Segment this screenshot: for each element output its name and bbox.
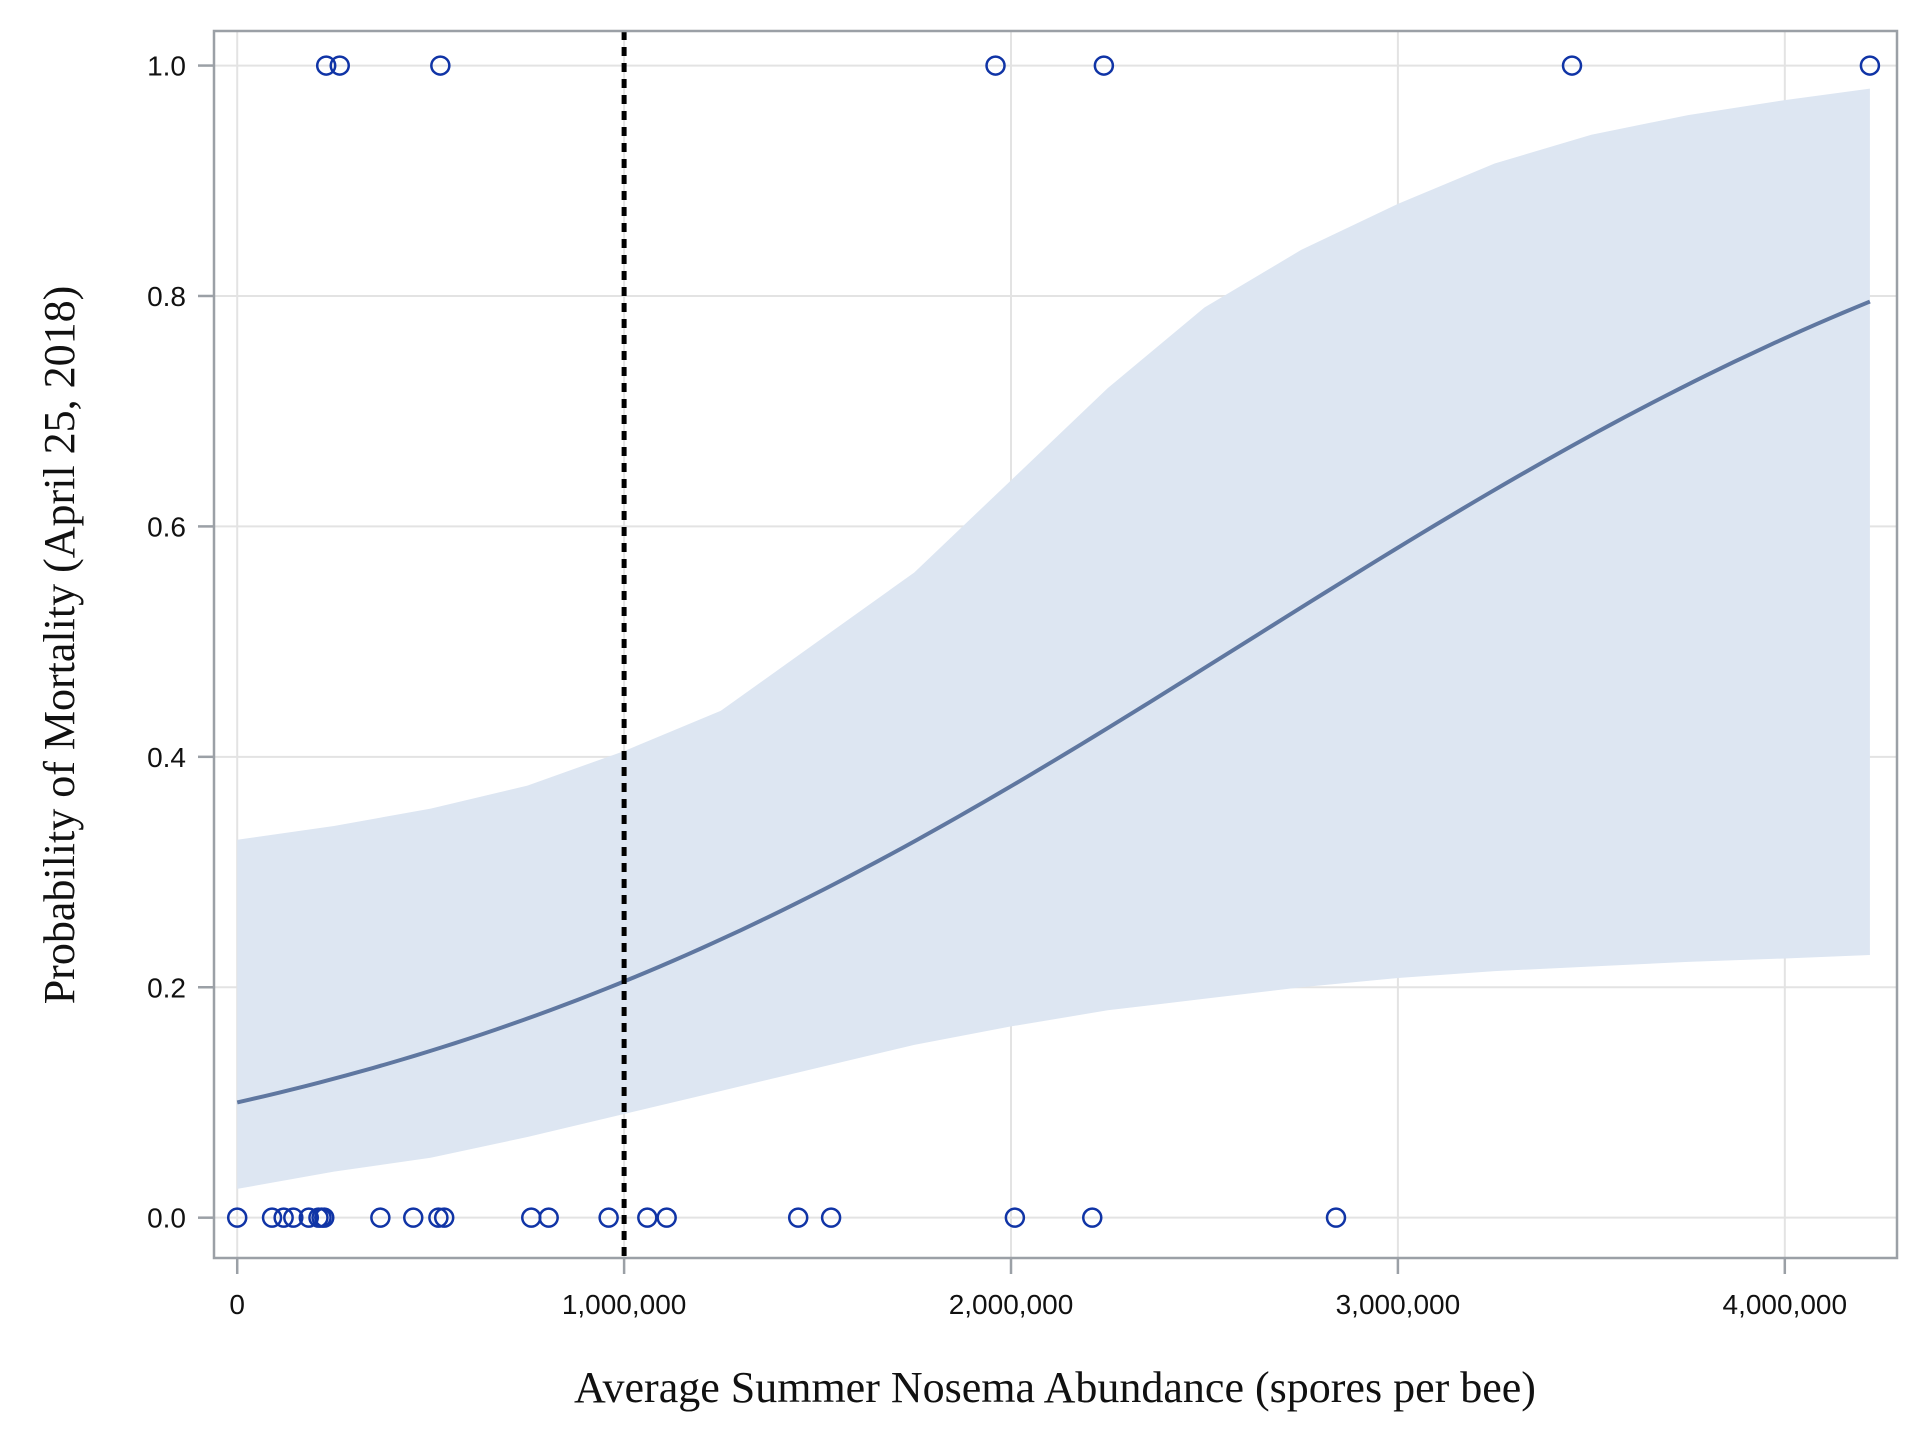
x-tick-label: 4,000,000 — [1723, 1289, 1848, 1320]
observation-point — [1093, 55, 1115, 76]
observation-point — [656, 1207, 677, 1228]
y-tick-label: 1.0 — [147, 51, 186, 82]
confidence-band — [237, 88, 1870, 1189]
observation-point — [1004, 1207, 1026, 1228]
observation-point — [1082, 1207, 1103, 1228]
observation-point — [329, 55, 350, 76]
observation-point — [273, 1207, 294, 1228]
observation-point — [538, 1207, 559, 1228]
y-tick-label: 0.2 — [147, 972, 186, 1003]
observation-point — [820, 1207, 842, 1228]
observation-point — [598, 1207, 619, 1228]
y-tick-label: 0.4 — [147, 742, 186, 773]
x-axis-ticks: 0 1,000,000 2,000,000 3,000,000 4,000,000 — [229, 1258, 1847, 1320]
y-tick-label: 0.8 — [147, 281, 186, 312]
y-axis-ticks: 0.0 0.2 0.4 0.6 0.8 1.0 — [147, 51, 214, 1234]
observation-point — [1325, 1207, 1347, 1228]
observation-point — [1859, 55, 1881, 76]
y-tick-label: 0.6 — [147, 511, 186, 542]
observation-point — [1561, 55, 1583, 76]
observation-point — [787, 1207, 809, 1228]
observation-point — [226, 1207, 248, 1228]
x-tick-label: 0 — [229, 1289, 245, 1320]
observation-point — [283, 1207, 304, 1228]
observation-point — [298, 1207, 320, 1228]
observation-point — [315, 55, 337, 76]
observation-point — [428, 1207, 449, 1228]
observation-point — [370, 1207, 391, 1228]
y-tick-label: 0.0 — [147, 1203, 186, 1234]
x-tick-label: 2,000,000 — [949, 1289, 1074, 1320]
x-tick-label: 3,000,000 — [1336, 1289, 1461, 1320]
observation-point — [403, 1207, 424, 1228]
observation-point — [314, 1207, 335, 1228]
fitted-probability-line — [236, 299, 1871, 1105]
observation-point — [985, 55, 1006, 76]
observation-point — [430, 55, 451, 76]
plot-frame — [212, 29, 1899, 1260]
x-tick-label: 1,000,000 — [562, 1289, 687, 1320]
observation-point — [637, 1207, 658, 1228]
x-axis-title: Average Summer Nosema Abundance (spores … — [574, 1363, 1536, 1412]
observation-points — [226, 55, 1881, 1228]
observation-point — [261, 1207, 283, 1228]
y-axis-title: Probability of Mortality (April 25, 2018… — [35, 286, 84, 1005]
observation-point — [433, 1207, 455, 1228]
